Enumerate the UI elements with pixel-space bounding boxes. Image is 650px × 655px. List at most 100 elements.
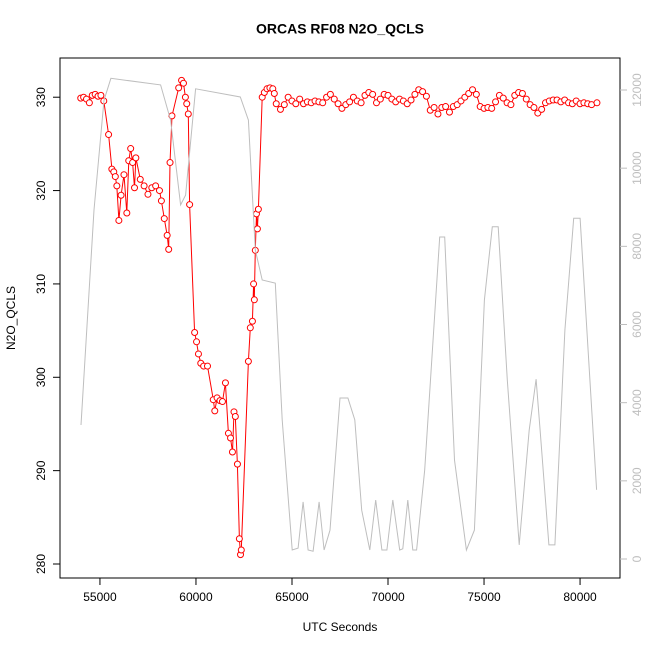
- data-point: [237, 546, 245, 554]
- data-point: [530, 103, 538, 111]
- data-point: [488, 104, 496, 112]
- data-point: [218, 398, 226, 406]
- data-point: [469, 86, 477, 94]
- data-point: [166, 159, 174, 167]
- x-tick-label: 70000: [371, 590, 405, 604]
- data-point: [115, 216, 123, 224]
- data-point: [97, 91, 105, 99]
- y-tick-label: 330: [34, 87, 48, 107]
- y2-tick-label: 10000: [630, 151, 644, 185]
- data-point: [280, 101, 288, 109]
- data-point: [376, 95, 384, 103]
- data-point: [144, 190, 152, 198]
- data-point: [411, 90, 419, 98]
- data-point: [419, 88, 427, 96]
- y2-tick-label: 0: [630, 555, 644, 562]
- data-point: [593, 99, 601, 107]
- data-point: [123, 209, 131, 217]
- data-point: [445, 108, 453, 116]
- data-point: [499, 94, 507, 102]
- y2-tick-label: 2000: [630, 467, 644, 494]
- data-point: [235, 535, 243, 543]
- data-point: [127, 145, 135, 153]
- data-point: [254, 205, 262, 213]
- data-point: [330, 95, 338, 103]
- data-point: [175, 84, 183, 92]
- data-point: [129, 159, 137, 167]
- y-tick-label: 300: [34, 367, 48, 387]
- data-point: [183, 100, 191, 108]
- data-point: [165, 245, 173, 253]
- data-point: [492, 98, 500, 106]
- data-point: [334, 100, 342, 108]
- data-point: [430, 103, 438, 111]
- data-point: [113, 182, 121, 190]
- data-point: [272, 100, 280, 108]
- data-point: [163, 231, 171, 239]
- x-tick-label: 75000: [467, 590, 501, 604]
- data-point: [211, 407, 219, 415]
- data-point: [131, 184, 139, 192]
- data-point: [253, 225, 261, 233]
- data-point: [152, 182, 160, 190]
- data-point: [228, 448, 236, 456]
- data-point: [179, 79, 187, 87]
- data-point: [233, 460, 241, 468]
- data-point: [132, 154, 140, 162]
- x-tick-label: 60000: [179, 590, 213, 604]
- data-point: [140, 182, 148, 190]
- data-point: [357, 99, 365, 107]
- data-point: [292, 100, 300, 108]
- data-point: [422, 92, 430, 100]
- data-point: [507, 101, 515, 109]
- data-point: [184, 110, 192, 118]
- data-point: [227, 434, 235, 442]
- y2-tick-label: 6000: [630, 311, 644, 338]
- data-point: [538, 105, 546, 113]
- y-tick-label: 310: [34, 274, 48, 294]
- data-point: [136, 175, 144, 183]
- data-point: [270, 89, 278, 97]
- y-tick-label: 280: [34, 554, 48, 574]
- x-axis-label: UTC Seconds: [303, 620, 378, 634]
- data-point: [191, 328, 199, 336]
- data-point: [155, 187, 163, 195]
- data-point: [221, 379, 229, 387]
- series-line: [80, 77, 598, 552]
- data-point: [276, 105, 284, 113]
- chart-title: ORCAS RF08 N2O_QCLS: [256, 21, 424, 37]
- data-point: [120, 171, 128, 179]
- data-point: [244, 357, 252, 365]
- x-tick-label: 55000: [83, 590, 117, 604]
- data-point: [369, 90, 377, 98]
- y2-tick-label: 12000: [630, 73, 644, 107]
- data-point: [407, 96, 415, 104]
- y2-tick-label: 8000: [630, 233, 644, 260]
- data-point: [117, 191, 125, 199]
- data-point: [111, 173, 119, 181]
- y-axis-label: N2O_QCLS: [4, 286, 18, 350]
- data-point: [434, 110, 442, 118]
- y2-tick-label: 4000: [630, 389, 644, 416]
- data-point: [85, 99, 93, 107]
- data-point: [157, 197, 165, 205]
- data-point: [518, 89, 526, 97]
- y-tick-label: 290: [34, 460, 48, 480]
- data-point: [186, 201, 194, 209]
- data-point: [181, 93, 189, 101]
- data-point: [193, 338, 201, 346]
- data-point: [248, 317, 256, 325]
- y-tick-label: 320: [34, 180, 48, 200]
- plot-frame: [59, 57, 621, 579]
- data-point: [246, 324, 254, 332]
- data-point: [522, 95, 530, 103]
- data-point: [472, 90, 480, 98]
- data-point: [296, 95, 304, 103]
- data-point: [319, 99, 327, 107]
- data-point: [194, 350, 202, 358]
- x-tick-label: 65000: [275, 590, 309, 604]
- data-point: [442, 103, 450, 111]
- data-point: [250, 296, 258, 304]
- data-point: [203, 362, 211, 370]
